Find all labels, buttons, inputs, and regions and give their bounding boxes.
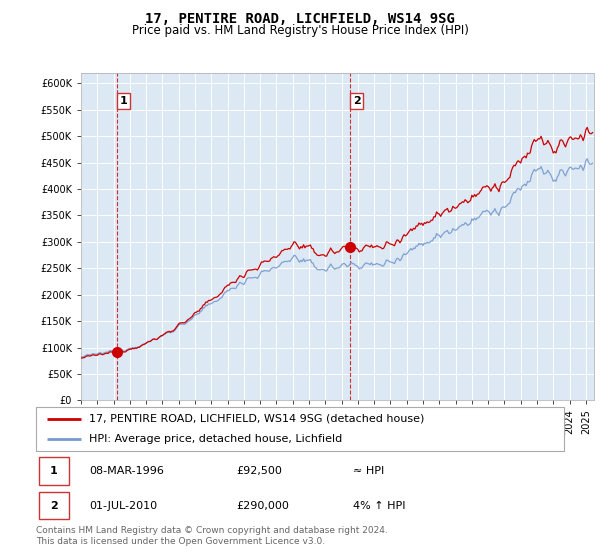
Text: 1: 1 — [120, 96, 128, 106]
Text: 1: 1 — [50, 466, 58, 476]
Text: Contains HM Land Registry data © Crown copyright and database right 2024.
This d: Contains HM Land Registry data © Crown c… — [36, 526, 388, 546]
Text: 08-MAR-1996: 08-MAR-1996 — [89, 466, 164, 476]
Text: HPI: Average price, detached house, Lichfield: HPI: Average price, detached house, Lich… — [89, 434, 342, 444]
FancyBboxPatch shape — [38, 492, 69, 519]
Text: 01-JUL-2010: 01-JUL-2010 — [89, 501, 157, 511]
Text: 17, PENTIRE ROAD, LICHFIELD, WS14 9SG: 17, PENTIRE ROAD, LICHFIELD, WS14 9SG — [145, 12, 455, 26]
Text: ≈ HPI: ≈ HPI — [353, 466, 384, 476]
Text: 17, PENTIRE ROAD, LICHFIELD, WS14 9SG (detached house): 17, PENTIRE ROAD, LICHFIELD, WS14 9SG (d… — [89, 414, 424, 424]
Text: £92,500: £92,500 — [236, 466, 283, 476]
Text: 4% ↑ HPI: 4% ↑ HPI — [353, 501, 406, 511]
Text: 2: 2 — [50, 501, 58, 511]
Text: £290,000: £290,000 — [236, 501, 290, 511]
Text: 2: 2 — [353, 96, 361, 106]
Text: Price paid vs. HM Land Registry's House Price Index (HPI): Price paid vs. HM Land Registry's House … — [131, 24, 469, 36]
FancyBboxPatch shape — [36, 407, 564, 451]
FancyBboxPatch shape — [38, 458, 69, 484]
